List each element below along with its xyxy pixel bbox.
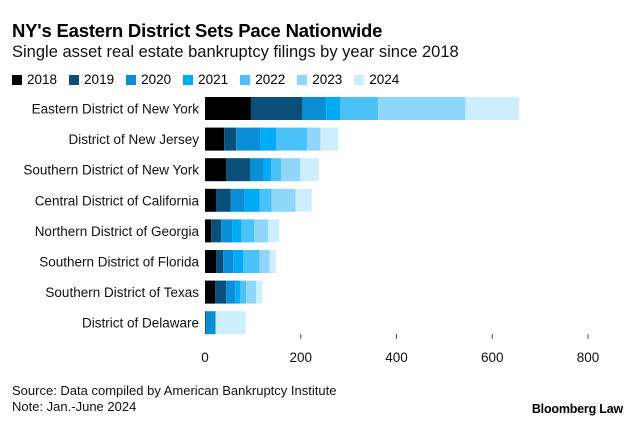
chart-title: NY's Eastern District Sets Pace Nationwi…: [12, 20, 383, 41]
source-note: Source: Data compiled by American Bankru…: [12, 383, 337, 398]
bar-segment-2021: [260, 127, 277, 151]
bar-segment-2023: [246, 280, 257, 304]
x-tick-label: 600: [481, 350, 504, 365]
x-tick-label: 400: [385, 350, 408, 365]
bar-segment-2018: [205, 97, 251, 120]
legend-swatch: [126, 74, 137, 85]
bar-segment-2023: [306, 127, 321, 151]
footnote: Note: Jan.-June 2024: [12, 399, 137, 414]
legend-swatch: [354, 74, 365, 85]
bar-segment-2020: [230, 188, 245, 212]
bar-segment-2020: [226, 280, 236, 304]
legend-label: 2024: [369, 72, 400, 87]
category-label: Southern District of Florida: [39, 255, 199, 270]
bar-segment-2018: [205, 188, 217, 212]
bar-segment-2018: [205, 280, 216, 304]
legend-item-2024: 2024: [354, 72, 399, 87]
bar-segment-2021: [235, 280, 240, 304]
bar-segment-2024: [256, 280, 263, 304]
legend-label: 2018: [27, 72, 58, 87]
bar-segment-2024: [269, 250, 276, 273]
bar-segment-2019: [224, 127, 237, 151]
bar-segment-2021: [326, 97, 341, 120]
bar-segment-2020: [250, 158, 264, 182]
bar-segment-2022: [241, 219, 255, 243]
bar-segment-2019: [216, 250, 224, 273]
bar-segment-2022: [271, 158, 282, 182]
x-tick-label: 0: [201, 350, 209, 365]
bar-segment-2021: [233, 250, 244, 273]
legend-swatch: [297, 74, 308, 85]
legend-item-2019: 2019: [69, 72, 114, 87]
chart-subtitle: Single asset real estate bankruptcy fili…: [12, 43, 459, 61]
bar-segment-2023: [378, 97, 466, 120]
category-label: District of Delaware: [82, 316, 199, 331]
category-label: Central District of California: [35, 193, 200, 208]
bar-segment-2022: [239, 280, 247, 304]
bar-segment-2024: [300, 158, 319, 182]
legend-label: 2023: [312, 72, 343, 87]
bar-segment-2024: [295, 188, 312, 212]
bar-segment-2023: [271, 188, 296, 212]
legend-label: 2021: [198, 72, 229, 87]
legend-swatch: [12, 74, 22, 85]
legend-label: 2022: [255, 72, 286, 87]
bar-segment-2019: [205, 311, 206, 335]
bar-segment-2020: [205, 311, 216, 335]
bar-segment-2021: [232, 219, 242, 243]
category-label: Southern District of Texas: [45, 285, 199, 300]
bar-segment-2023: [259, 250, 270, 273]
legend-item-2021: 2021: [183, 72, 228, 87]
bar-segment-2022: [340, 97, 379, 120]
bar-segment-2019: [226, 158, 251, 182]
brand-logo: Bloomberg Law: [531, 402, 623, 416]
x-tick-label: 800: [577, 350, 600, 365]
legend-label: 2020: [141, 72, 172, 87]
bar-segment-2023: [254, 219, 269, 243]
bar-segment-2018: [205, 219, 212, 243]
bar-segment-2019: [215, 280, 227, 304]
legend-label: 2019: [84, 72, 115, 87]
bar-segment-2019: [216, 188, 231, 212]
bar-segment-2019: [250, 97, 303, 120]
bar-segment-2020: [221, 219, 233, 243]
bar-segment-2018: [205, 158, 227, 182]
bar-segment-2018: [205, 127, 225, 151]
category-label: Northern District of Georgia: [35, 224, 200, 239]
bar-segment-2023: [281, 158, 301, 182]
bar-segment-2020: [236, 127, 261, 151]
legend-swatch: [183, 74, 194, 85]
category-label: Eastern District of New York: [32, 102, 200, 117]
legend-swatch: [69, 74, 80, 85]
legend-item-2018: 2018: [12, 72, 57, 87]
category-label: Southern District of New York: [23, 163, 199, 178]
x-tick-label: 200: [289, 350, 312, 365]
bar-segment-2021: [263, 158, 272, 182]
legend: 2018 2019 2020 2021 2022 2023 2024: [12, 72, 411, 87]
bar-segment-2021: [244, 188, 260, 212]
bar-segment-2024: [320, 127, 339, 151]
legend-item-2020: 2020: [126, 72, 171, 87]
bar-segment-2020: [223, 250, 234, 273]
legend-swatch: [240, 74, 251, 85]
legend-item-2023: 2023: [297, 72, 342, 87]
legend-item-2022: 2022: [240, 72, 285, 87]
bar-segment-2018: [205, 250, 217, 273]
category-label: District of New Jersey: [68, 132, 199, 147]
bar-segment-2019: [211, 219, 222, 243]
bar-segment-2024: [215, 311, 246, 335]
bar-segment-2022: [276, 127, 307, 151]
bar-segment-2022: [243, 250, 260, 273]
bar-segment-2024: [268, 219, 280, 243]
bar-segment-2022: [259, 188, 272, 212]
bar-segment-2020: [302, 97, 327, 120]
bar-segment-2024: [465, 97, 520, 120]
